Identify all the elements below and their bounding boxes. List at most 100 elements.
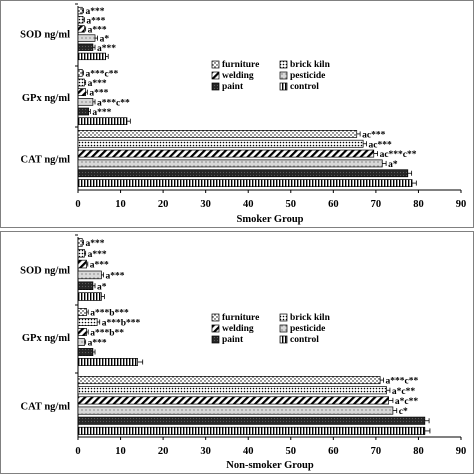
- bar-sod-ng-ml-pesticide: [77, 34, 96, 42]
- significance-label-sod-ng-ml-paint: a***: [97, 44, 116, 54]
- legend-label-control: control: [290, 82, 319, 92]
- legend-swatch-control: [279, 82, 288, 91]
- significance-label-cat-ng-ml-welding: ac***c**: [380, 150, 417, 160]
- bar-cat-ng-ml-welding: [77, 149, 375, 158]
- x-tick-label-0: 0: [75, 446, 80, 457]
- bar-gpx-ng-ml-brick-kiln: [77, 78, 85, 87]
- bar-cat-ng-ml-brick-kiln: [77, 139, 364, 148]
- significance-label-gpx-ng-ml-furniture: a***c**: [86, 69, 119, 79]
- significance-label-sod-ng-ml-pesticide: a*: [100, 35, 110, 45]
- significance-label-gpx-ng-ml-brick-kiln: a***: [88, 79, 107, 89]
- bar-cat-ng-ml-brick-kiln: [77, 386, 387, 395]
- significance-label-cat-ng-ml-furniture: a***c**: [386, 377, 419, 387]
- significance-label-gpx-ng-ml-welding: a***: [89, 89, 108, 99]
- legend-smoker: furniture brick kiln welding pesticide paint…: [211, 60, 331, 92]
- bar-cat-ng-ml-control: [77, 426, 426, 435]
- legend-label-paint: paint: [222, 335, 244, 345]
- legend-label-brick-kiln: brick kiln: [290, 60, 331, 70]
- significance-label-sod-ng-ml-furniture: a***: [86, 239, 105, 249]
- legend-swatch-furniture: [211, 60, 220, 69]
- y-category-label-sod-ng-ml: SOD ng/ml: [20, 30, 70, 41]
- bar-sod-ng-ml-paint: [77, 43, 94, 51]
- legend-swatch-control: [279, 335, 288, 344]
- legend-swatch-pesticide: [279, 324, 288, 333]
- y-category-label-sod-ng-ml: SOD ng/ml: [20, 266, 70, 277]
- significance-label-gpx-ng-ml-furniture: a***b***: [90, 309, 129, 319]
- bar-sod-ng-ml-furniture: [77, 238, 83, 247]
- significance-label-cat-ng-ml-welding: a*c**: [395, 397, 418, 407]
- bar-sod-ng-ml-welding: [77, 259, 87, 269]
- x-tick-label-10: 10: [115, 446, 126, 457]
- significance-label-gpx-ng-ml-welding: a***b**: [90, 329, 124, 339]
- legend-label-welding: welding: [222, 71, 254, 81]
- legend-swatch-paint: [211, 335, 220, 344]
- bar-gpx-ng-ml-furniture: [77, 308, 87, 316]
- x-axis-title-smoker: Smoker Group: [237, 214, 304, 225]
- x-tick-label-30: 30: [200, 199, 211, 210]
- bar-cat-ng-ml-paint: [77, 416, 426, 425]
- bar-cat-ng-ml-control: [77, 179, 413, 187]
- significance-label-gpx-ng-ml-pesticide: a***: [88, 339, 107, 349]
- legend-label-brick-kiln: brick kiln: [290, 313, 331, 323]
- y-category-label-cat-ng-ml: CAT ng/ml: [21, 402, 71, 413]
- bar-sod-ng-ml-welding: [77, 25, 85, 33]
- significance-label-sod-ng-ml-pesticide: a***: [106, 271, 125, 281]
- legend-swatch-furniture: [211, 313, 220, 322]
- bar-sod-ng-ml-brick-kiln: [77, 16, 84, 24]
- significance-label-sod-ng-ml-welding: a***: [88, 25, 107, 35]
- bar-sod-ng-ml-brick-kiln: [77, 249, 85, 258]
- legend-swatch-paint: [211, 82, 220, 91]
- x-tick-label-80: 80: [413, 199, 424, 210]
- legend-label-pesticide: pesticide: [290, 71, 325, 81]
- significance-label-sod-ng-ml-paint: a*: [97, 282, 107, 292]
- panel-smoker-frame: [0, 0, 474, 228]
- legend-nonsmoker: furniture brick kiln welding pesticide paint…: [211, 313, 331, 345]
- bar-cat-ng-ml-furniture: [77, 376, 381, 385]
- bar-sod-ng-ml-furniture: [77, 6, 83, 15]
- x-tick-label-40: 40: [243, 199, 254, 210]
- x-tick-label-90: 90: [456, 199, 467, 210]
- bar-cat-ng-ml-furniture: [77, 130, 358, 138]
- x-tick-label-80: 80: [413, 446, 424, 457]
- bar-gpx-ng-ml-welding: [77, 88, 87, 96]
- significance-label-cat-ng-ml-pesticide: a*: [388, 160, 398, 170]
- legend-label-pesticide: pesticide: [290, 324, 325, 334]
- significance-label-sod-ng-ml-brick-kiln: a***: [88, 250, 107, 260]
- bar-gpx-ng-ml-welding: [77, 328, 87, 336]
- bar-gpx-ng-ml-pesticide: [77, 98, 94, 106]
- bar-cat-ng-ml-pesticide: [77, 159, 383, 168]
- bar-gpx-ng-ml-furniture: [77, 69, 83, 77]
- legend-label-paint: paint: [222, 82, 244, 92]
- significance-label-gpx-ng-ml-brick-kiln: a***b***: [102, 319, 141, 329]
- legend-label-control: control: [290, 335, 319, 345]
- bar-gpx-ng-ml-paint: [77, 107, 89, 116]
- bar-cat-ng-ml-welding: [77, 396, 390, 405]
- bar-sod-ng-ml-control: [77, 292, 102, 301]
- bar-gpx-ng-ml-paint: [77, 348, 94, 356]
- legend-label-welding: welding: [222, 324, 254, 334]
- x-tick-label-30: 30: [200, 446, 211, 457]
- bar-gpx-ng-ml-brick-kiln: [77, 318, 98, 326]
- significance-label-sod-ng-ml-brick-kiln: a***: [86, 16, 105, 26]
- significance-label-cat-ng-ml-furniture: ac***: [362, 130, 385, 140]
- x-tick-label-50: 50: [286, 446, 297, 457]
- bar-sod-ng-ml-control: [77, 52, 107, 61]
- legend-label-furniture: furniture: [222, 313, 259, 323]
- bar-gpx-ng-ml-control: [77, 358, 138, 366]
- bar-sod-ng-ml-paint: [77, 281, 94, 291]
- bar-sod-ng-ml-pesticide: [77, 270, 102, 280]
- bar-cat-ng-ml-paint: [77, 169, 409, 178]
- significance-label-gpx-ng-ml-pesticide: a***c**: [97, 98, 130, 108]
- x-tick-label-70: 70: [371, 199, 382, 210]
- x-tick-label-40: 40: [243, 446, 254, 457]
- y-category-label-gpx-ng-ml: GPx ng/ml: [22, 333, 70, 344]
- y-category-label-cat-ng-ml: CAT ng/ml: [21, 155, 71, 166]
- x-tick-label-0: 0: [75, 199, 80, 210]
- x-tick-label-20: 20: [158, 446, 169, 457]
- bar-gpx-ng-ml-pesticide: [77, 338, 85, 346]
- significance-label-sod-ng-ml-welding: a***: [90, 261, 109, 271]
